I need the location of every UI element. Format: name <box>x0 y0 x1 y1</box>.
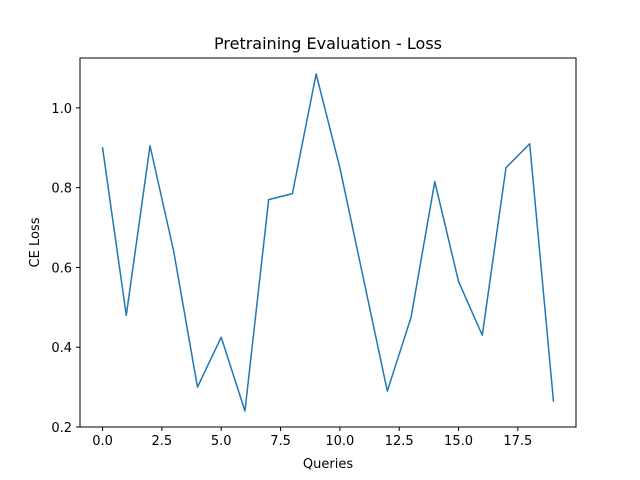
plot-frame <box>79 57 577 428</box>
chart-title: Pretraining Evaluation - Loss <box>214 34 442 53</box>
x-tick-label: 2.5 <box>152 434 173 449</box>
y-tick-label: 0.2 <box>51 421 72 436</box>
x-tick-label: 0.0 <box>92 434 113 449</box>
y-tick-label: 0.4 <box>51 341 72 356</box>
series-line <box>101 73 555 412</box>
x-axis-label: Queries <box>303 457 353 472</box>
y-axis-label: CE Loss <box>28 217 43 267</box>
x-tick-label: 10.0 <box>325 434 354 449</box>
x-tick-label: 12.5 <box>385 434 414 449</box>
x-tick-label: 5.0 <box>211 434 232 449</box>
x-axis: 0.0 2.5 5.0 7.5 10.0 12.5 15.0 17.5 <box>92 427 532 449</box>
y-tick-label: 0.6 <box>51 261 72 276</box>
x-tick-label: 17.5 <box>503 434 532 449</box>
x-tick-label: 15.0 <box>444 434 473 449</box>
plot-area: 0.0 2.5 5.0 7.5 10.0 12.5 15.0 17.5 0.20.40.60.… <box>51 57 577 449</box>
series-layer <box>101 73 555 412</box>
y-axis: 0.2 0.4 0.6 0.8 1.0 <box>51 102 80 436</box>
x-tick-label: 7.5 <box>270 434 291 449</box>
y-tick-label: 0.8 <box>51 182 72 197</box>
y-tick-label: 1.0 <box>51 102 72 117</box>
